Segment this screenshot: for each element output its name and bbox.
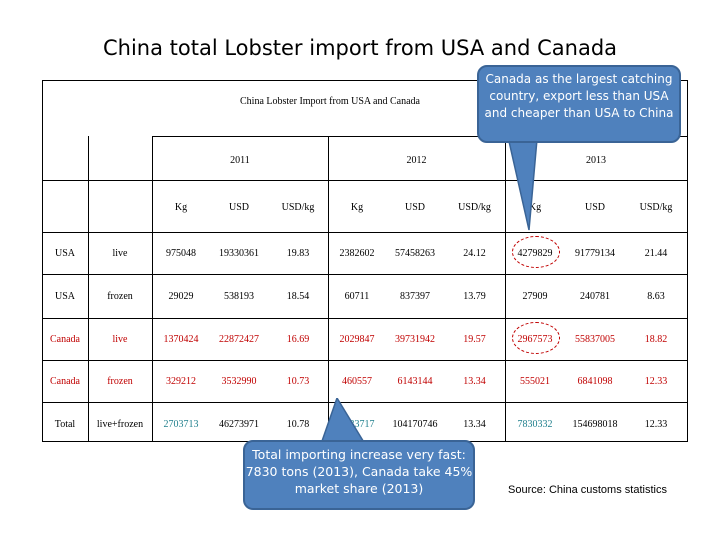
grid-line (42, 402, 687, 403)
grid-line (42, 360, 687, 361)
value-cell: 7830332 (517, 419, 553, 430)
value-cell: 329212 (166, 376, 196, 387)
value-cell: 91779134 (575, 248, 615, 259)
value-cell: 6841098 (577, 376, 613, 387)
value-cell: 22872427 (219, 334, 259, 345)
value-cell: 4933717 (339, 419, 375, 430)
value-cell: 39731942 (395, 334, 435, 345)
year-header: 2013 (586, 155, 606, 166)
value-cell: 13.34 (463, 419, 486, 430)
value-cell: 18.82 (644, 334, 668, 345)
value-cell: 837397 (400, 291, 430, 302)
grid-line (42, 274, 687, 275)
unit-header: USD/kg (458, 202, 491, 213)
value-cell: 240781 (580, 291, 610, 302)
value-cell: 18.54 (286, 291, 310, 302)
slide-title: China total Lobster import from USA and … (102, 36, 618, 60)
value-cell: 104170746 (392, 419, 438, 430)
country-cell: Canada (50, 334, 80, 345)
country-cell: Canada (50, 376, 80, 387)
value-cell: 2703713 (163, 419, 199, 430)
type-cell: live (112, 334, 128, 345)
unit-header: Kg (174, 202, 188, 213)
value-cell: 13.34 (463, 376, 486, 387)
value-cell: 10.73 (286, 376, 310, 387)
value-cell: 12.33 (644, 419, 668, 430)
type-cell: live (112, 248, 128, 259)
country-cell: USA (54, 291, 75, 302)
highlight-circle (512, 236, 560, 268)
value-cell: 460557 (342, 376, 372, 387)
value-cell: 19.83 (286, 248, 310, 259)
unit-header: USD (228, 202, 249, 213)
grid-line (152, 136, 687, 137)
unit-header: Kg (528, 202, 542, 213)
highlight-circle (512, 322, 560, 354)
unit-header: USD (584, 202, 605, 213)
value-cell: 46273971 (219, 419, 259, 430)
value-cell: 538193 (224, 291, 254, 302)
value-cell: 16.69 (286, 334, 310, 345)
year-header: 2012 (406, 155, 427, 166)
value-cell: 555021 (520, 376, 550, 387)
value-cell: 24.12 (463, 248, 486, 259)
grid-line (42, 180, 687, 181)
value-cell: 8.63 (647, 291, 665, 302)
value-cell: 21.44 (644, 248, 668, 259)
value-cell: 19.57 (463, 334, 486, 345)
unit-header: USD (404, 202, 425, 213)
grid-line (88, 136, 89, 441)
value-cell: 1370424 (163, 334, 199, 345)
source-note: Source: China customs statistics (508, 484, 667, 496)
grid-line (505, 136, 506, 441)
value-cell: 13.79 (463, 291, 486, 302)
value-cell: 60711 (344, 291, 370, 302)
country-cell: USA (54, 248, 75, 259)
value-cell: 975048 (166, 248, 196, 259)
unit-header: USD/kg (281, 202, 315, 213)
value-cell: 10.78 (286, 419, 310, 430)
value-cell: 29029 (168, 291, 194, 302)
country-cell: Total (54, 419, 76, 430)
callout-top: Canada as the largest catching country, … (477, 65, 681, 143)
callout-bottom: Total importing increase very fast: 7830… (243, 440, 475, 510)
type-cell: frozen (107, 376, 133, 387)
grid-line (42, 318, 687, 319)
year-header: 2011 (230, 155, 250, 166)
value-cell: 19330361 (219, 248, 259, 259)
value-cell: 27909 (522, 291, 548, 302)
callout-pointer (505, 128, 539, 231)
value-cell: 6143144 (397, 376, 433, 387)
value-cell: 3532990 (221, 376, 257, 387)
unit-header: Kg (350, 202, 364, 213)
grid-line (152, 136, 153, 441)
value-cell: 154698018 (572, 419, 618, 430)
value-cell: 2029847 (339, 334, 375, 345)
value-cell: 2382602 (339, 248, 375, 259)
unit-header: USD/kg (639, 202, 673, 213)
grid-line (42, 232, 687, 233)
table-caption: China Lobster Import from USA and Canada (240, 96, 420, 107)
value-cell: 12.33 (644, 376, 668, 387)
type-cell: frozen (107, 291, 133, 302)
value-cell: 55837005 (575, 334, 615, 345)
type-cell: live+frozen (96, 419, 144, 430)
grid-line (328, 136, 329, 441)
value-cell: 57458263 (395, 248, 435, 259)
